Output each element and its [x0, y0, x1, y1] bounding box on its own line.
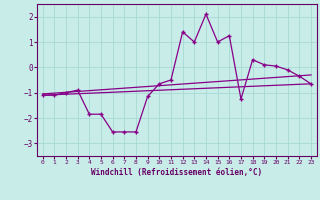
X-axis label: Windchill (Refroidissement éolien,°C): Windchill (Refroidissement éolien,°C): [91, 168, 262, 177]
